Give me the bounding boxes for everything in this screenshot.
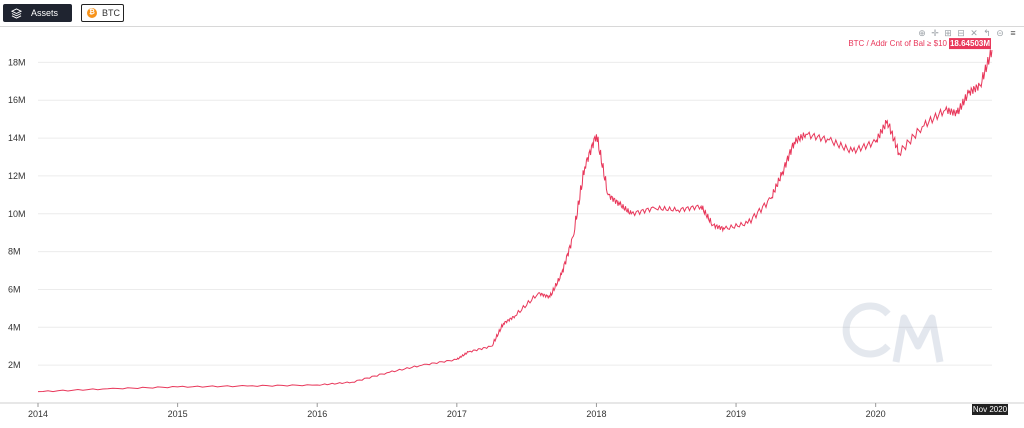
asset-chip-label: BTC <box>102 8 120 18</box>
y-tick-label: 4M <box>8 322 21 332</box>
assets-label: Assets <box>31 8 59 18</box>
x-tick-label: 2017 <box>447 409 467 419</box>
pan-icon[interactable]: ✛ <box>931 28 939 38</box>
series-value-label: 18.64503M <box>950 39 990 48</box>
series-name-label: BTC / Addr Cnt of Bal ≥ $10 <box>848 39 947 48</box>
undo-icon[interactable]: ↰ <box>983 28 991 38</box>
y-tick-label: 18M <box>8 57 26 67</box>
y-tick-label: 16M <box>8 95 26 105</box>
asset-chip-btc[interactable]: ₿ BTC <box>81 4 124 22</box>
x-end-badge <box>972 404 1008 415</box>
bitcoin-icon: ₿ <box>87 8 97 18</box>
chart-toolbar: ⊕ ✛ ⊞ ⊟ ✕ ↰ ⊝ ≡ <box>917 28 1018 38</box>
series-line <box>37 49 993 393</box>
line-chart[interactable]: 2M 4M 6M 8M 10M 12M 14M 16M 18M 2014 2015 2016 2017… <box>0 26 1024 428</box>
zoom-in-icon[interactable]: ⊕ <box>918 28 926 38</box>
y-tick-label: 2M <box>8 360 21 370</box>
y-tick-label: 8M <box>8 247 21 257</box>
zoom-box-out-icon[interactable]: ⊟ <box>957 28 965 38</box>
top-toolbar: Assets ₿ BTC <box>0 0 1024 27</box>
reset-zoom-icon[interactable]: ✕ <box>970 28 978 38</box>
cm-watermark <box>842 302 944 363</box>
y-axis: 2M 4M 6M 8M 10M 12M 14M 16M 18M <box>8 57 26 370</box>
y-tick-label: 6M <box>8 284 21 294</box>
chart-grid <box>0 61 1024 404</box>
x-tick-label: 2014 <box>28 409 48 419</box>
assets-button[interactable]: Assets <box>3 4 72 22</box>
y-tick-label: 10M <box>8 209 26 219</box>
series-value-badge <box>949 38 991 50</box>
zoom-box-in-icon[interactable]: ⊞ <box>944 28 952 38</box>
link-icon[interactable]: ⊝ <box>996 28 1004 38</box>
x-axis: 2014 2015 2016 2017 2018 2019 2020 <box>28 403 886 419</box>
end-labels: BTC / Addr Cnt of Bal ≥ $10 18.64503M Nov … <box>848 38 1008 415</box>
y-tick-label: 12M <box>8 171 26 181</box>
x-tick-label: 2015 <box>168 409 188 419</box>
layers-icon <box>11 7 25 19</box>
x-tick-label: 2020 <box>866 409 886 419</box>
x-tick-label: 2016 <box>307 409 327 419</box>
x-tick-label: 2019 <box>726 409 746 419</box>
x-end-label: Nov 2020 <box>973 405 1008 414</box>
menu-icon[interactable]: ≡ <box>1010 28 1016 38</box>
x-tick-label: 2018 <box>586 409 606 419</box>
y-tick-label: 14M <box>8 133 26 143</box>
